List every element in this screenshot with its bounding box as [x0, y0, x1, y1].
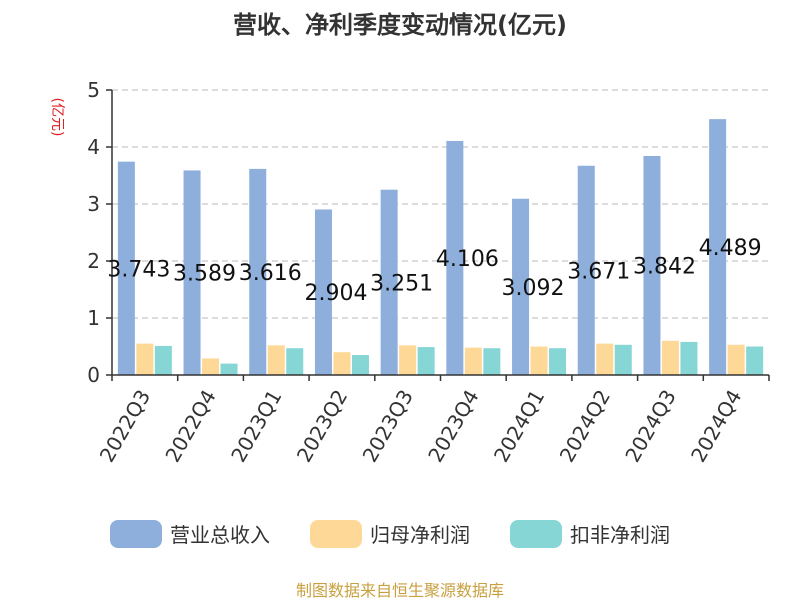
source-note: 制图数据来自恒生聚源数据库 [296, 581, 504, 600]
data-label: 3.842 [633, 255, 696, 280]
bar [417, 347, 435, 375]
data-label: 3.743 [107, 257, 170, 282]
y-tick-label: 3 [87, 192, 100, 216]
legend-label: 营业总收入 [170, 523, 270, 547]
x-tick-label: 2022Q3 [95, 386, 155, 467]
y-tick-label: 0 [87, 363, 100, 387]
bar [530, 346, 548, 375]
legend-swatch [110, 520, 162, 548]
bar [727, 344, 745, 375]
data-label: 3.251 [370, 271, 433, 296]
bar [314, 209, 332, 375]
bar [643, 156, 661, 375]
y-tick-label: 4 [87, 135, 100, 159]
bar [220, 363, 238, 375]
axes [111, 90, 770, 381]
bar [286, 348, 304, 375]
x-tick-label: 2024Q1 [489, 386, 549, 467]
x-tick-label: 2024Q4 [686, 386, 746, 467]
bar [464, 347, 482, 375]
bar [614, 344, 632, 375]
x-tick-label: 2023Q4 [423, 386, 483, 467]
y-tick-label: 5 [87, 78, 100, 102]
bar [596, 343, 614, 375]
x-tick-label: 2023Q2 [292, 386, 352, 467]
bar [117, 161, 135, 375]
y-tick-label: 1 [87, 306, 100, 330]
legend-label: 归母净利润 [370, 523, 470, 547]
bar [202, 358, 220, 375]
bar [267, 345, 285, 375]
bar [577, 165, 595, 375]
x-tick-label: 2024Q3 [620, 386, 680, 467]
x-tick-label: 2022Q4 [160, 386, 220, 467]
x-axis-ticks: 2022Q3 2022Q4 2023Q1 2023Q2 2023Q3 2023Q4 2024… [95, 386, 747, 467]
data-label: 4.106 [436, 247, 499, 272]
bar [549, 348, 567, 375]
bar [249, 168, 267, 375]
bar [446, 140, 464, 375]
chart-title: 营收、净利季度变动情况(亿元) [233, 11, 567, 39]
legend-swatch [510, 520, 562, 548]
bar [154, 345, 172, 375]
bar [333, 352, 351, 375]
data-label: 3.616 [239, 261, 302, 286]
bar [483, 348, 501, 375]
bar [136, 343, 154, 375]
bar [183, 170, 201, 375]
bar [680, 341, 698, 375]
x-tick-label: 2024Q2 [555, 386, 615, 467]
data-label: 3.671 [567, 259, 630, 284]
bar [746, 346, 764, 375]
y-tick-label: 2 [87, 249, 100, 273]
bar [709, 119, 727, 375]
y-axis-ticks: 0 1 2 3 4 5 [87, 78, 112, 387]
bar [512, 198, 530, 375]
legend-label: 扣非净利润 [570, 523, 670, 547]
y-axis-unit-label: (亿元) [49, 98, 65, 137]
bar [351, 355, 369, 375]
x-tick-label: 2023Q1 [226, 386, 286, 467]
bar [399, 345, 417, 375]
data-label: 2.904 [304, 281, 367, 306]
legend: 营业总收入 归母净利润 扣非净利润 [110, 520, 670, 548]
bar [380, 189, 398, 375]
bars-group [117, 119, 764, 375]
data-label: 4.489 [699, 236, 762, 261]
x-tick-label: 2023Q3 [358, 386, 418, 467]
data-label: 3.589 [173, 262, 236, 287]
data-label: 3.092 [502, 276, 565, 301]
legend-swatch [310, 520, 362, 548]
bar [661, 340, 679, 375]
